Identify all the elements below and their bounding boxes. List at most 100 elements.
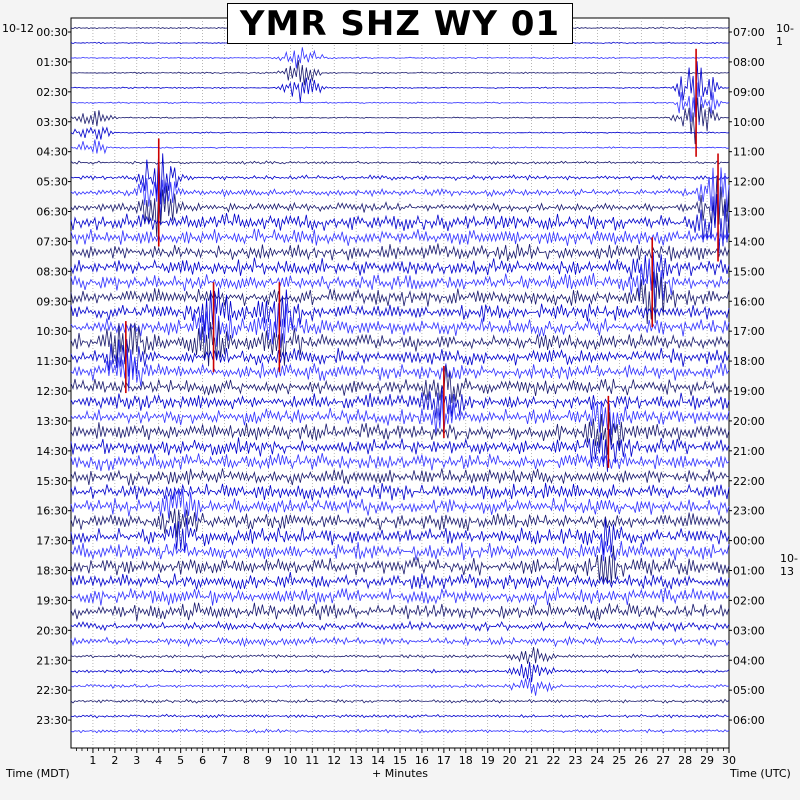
- y-tick-label-right: 00:00: [733, 535, 765, 548]
- x-axis-label: + Minutes: [372, 767, 429, 780]
- trace-line: [70, 698, 730, 704]
- y-tick-label-left: 05:30: [36, 176, 68, 189]
- y-tick-label-left: 06:30: [36, 206, 68, 219]
- y-tick-label-left: 14:30: [36, 445, 68, 458]
- y-tick-label-left: 19:30: [36, 594, 68, 607]
- y-tick-label-right: 09:00: [733, 86, 765, 99]
- trace-line: [70, 713, 730, 719]
- x-tick-label: 18: [459, 754, 473, 767]
- x-tick-label: 11: [305, 754, 319, 767]
- x-tick-label: 17: [437, 754, 451, 767]
- right-date-label: 10-1: [776, 22, 794, 48]
- y-tick-label-right: 11:00: [733, 146, 765, 159]
- x-tick-label: 24: [590, 754, 604, 767]
- x-axis-right-label: Time (UTC): [730, 767, 791, 780]
- plot-frame: [70, 17, 730, 749]
- trace-line: [70, 151, 730, 205]
- x-tick-label: 6: [199, 754, 206, 767]
- trace-line: [70, 365, 730, 404]
- y-tick-label-left: 03:30: [36, 116, 68, 129]
- x-tick-label: 22: [547, 754, 561, 767]
- trace-line: [70, 167, 730, 220]
- x-tick-label: 25: [612, 754, 626, 767]
- y-tick-label-left: 07:30: [36, 235, 68, 248]
- y-tick-label-right: 23:00: [733, 505, 765, 518]
- left-date-label: 10-12: [2, 22, 34, 35]
- y-tick-label-left: 18:30: [36, 565, 68, 578]
- y-tick-label-left: 10:30: [36, 325, 68, 338]
- trace-line: [70, 728, 730, 734]
- x-tick-label: 26: [634, 754, 648, 767]
- trace-line: [70, 387, 730, 421]
- trace-line: [70, 647, 730, 664]
- midnight-date-label: 10-13: [780, 552, 798, 578]
- x-tick-label: 13: [349, 754, 363, 767]
- y-tick-label-right: 22:00: [733, 475, 765, 488]
- y-tick-label-right: 15:00: [733, 265, 765, 278]
- x-tick-label: 12: [327, 754, 341, 767]
- y-tick-label-left: 17:30: [36, 535, 68, 548]
- y-tick-label-right: 18:00: [733, 355, 765, 368]
- x-tick-label: 23: [568, 754, 582, 767]
- trace-line: [70, 453, 730, 472]
- trace-line: [70, 228, 730, 246]
- x-tick-label: 29: [700, 754, 714, 767]
- y-tick-label-left: 00:30: [36, 26, 68, 39]
- trace-line: [70, 508, 730, 538]
- y-tick-label-right: 03:00: [733, 624, 765, 637]
- y-tick-label-left: 02:30: [36, 86, 68, 99]
- y-tick-label-right: 10:00: [733, 116, 765, 129]
- y-tick-label-left: 08:30: [36, 265, 68, 278]
- x-tick-label: 8: [243, 754, 250, 767]
- y-tick-label-right: 02:00: [733, 594, 765, 607]
- trace-line: [70, 412, 730, 455]
- trace-line: [70, 320, 730, 367]
- clipped-spikes: [125, 48, 719, 468]
- y-tick-label-right: 14:00: [733, 235, 765, 248]
- trace-line: [70, 517, 730, 555]
- trace-line: [70, 271, 730, 325]
- y-tick-label-left: 15:30: [36, 475, 68, 488]
- x-tick-label: 9: [265, 754, 272, 767]
- x-tick-label: 14: [371, 754, 385, 767]
- y-tick-label-right: 13:00: [733, 206, 765, 219]
- trace-line: [70, 572, 730, 590]
- y-tick-label-right: 21:00: [733, 445, 765, 458]
- trace-line: [70, 468, 730, 486]
- trace-line: [70, 602, 730, 621]
- y-tick-label-right: 04:00: [733, 654, 765, 667]
- trace-line: [70, 586, 730, 606]
- x-tick-label: 27: [656, 754, 670, 767]
- chart-title: YMR SHZ WY 01: [227, 3, 573, 44]
- x-tick-label: 20: [503, 754, 517, 767]
- trace-line: [70, 661, 730, 683]
- x-tick-label: 30: [722, 754, 736, 767]
- y-tick-label-right: 20:00: [733, 415, 765, 428]
- x-tick-label: 16: [415, 754, 429, 767]
- y-tick-label-right: 17:00: [733, 325, 765, 338]
- y-tick-label-left: 11:30: [36, 355, 68, 368]
- x-tick-label: 28: [678, 754, 692, 767]
- y-tick-label-right: 12:00: [733, 176, 765, 189]
- trace-line: [70, 635, 730, 648]
- trace-line: [70, 537, 730, 562]
- trace-line: [70, 428, 730, 472]
- x-tick-label: 21: [525, 754, 539, 767]
- trace-line: [70, 97, 730, 145]
- y-tick-label-left: 23:30: [36, 714, 68, 727]
- trace-line: [70, 160, 730, 165]
- trace-line: [70, 298, 730, 348]
- y-tick-label-right: 06:00: [733, 714, 765, 727]
- x-tick-label: 1: [89, 754, 96, 767]
- y-tick-label-right: 07:00: [733, 26, 765, 39]
- x-tick-label: 4: [155, 754, 162, 767]
- trace-line: [70, 394, 730, 435]
- trace-line: [70, 61, 730, 114]
- y-tick-label-left: 20:30: [36, 624, 68, 637]
- x-tick-label: 7: [221, 754, 228, 767]
- x-tick-label: 2: [111, 754, 118, 767]
- trace-line: [70, 175, 730, 237]
- y-tick-label-left: 09:30: [36, 295, 68, 308]
- trace-line: [70, 243, 730, 262]
